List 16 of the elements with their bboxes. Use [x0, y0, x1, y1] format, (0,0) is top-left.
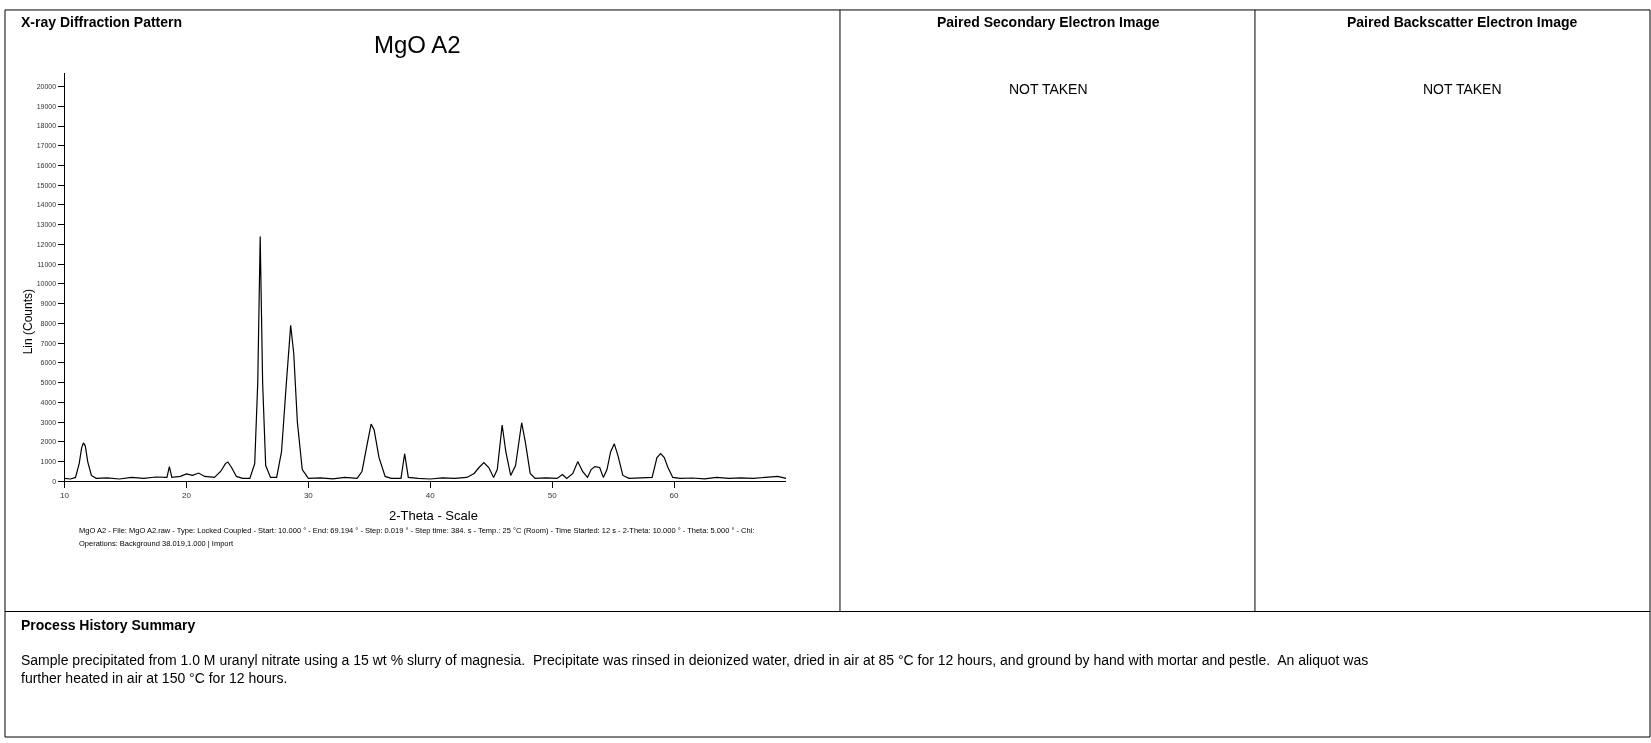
text: Process History Summary	[21, 617, 196, 633]
x-tick-label: 20	[182, 490, 192, 500]
y-axis-title: Lin (Counts)	[20, 288, 35, 355]
chart-title: MgO A2	[374, 31, 461, 58]
text: Paired Secondary Electron Image	[937, 14, 1160, 30]
text: NOT TAKEN	[1009, 81, 1088, 97]
text: Paired Backscatter Electron Image	[1347, 14, 1578, 30]
x-tick-label: 30	[303, 490, 314, 500]
text: NOT TAKEN	[1423, 81, 1502, 97]
x-tick-label: 50	[547, 490, 558, 500]
text: X-ray Diffraction Pattern	[21, 14, 183, 30]
x-tick-label: 60	[669, 490, 680, 500]
x-tick-label: 40	[425, 490, 436, 500]
x-tick-label: 10	[60, 490, 70, 500]
x-axis-title: 2-Theta - Scale	[389, 508, 478, 523]
text: Sample precipitated from 1.0 M uranyl nitrate using a 15 wt % slurry of magnesia. Precipitate was rinsed in deionized water, dried in air at 85 °C for 12 hours, and ground by hand with mortar and pestle. An aliquot was further heated in air at 150 °C for 12 hours.	[21, 652, 1369, 687]
